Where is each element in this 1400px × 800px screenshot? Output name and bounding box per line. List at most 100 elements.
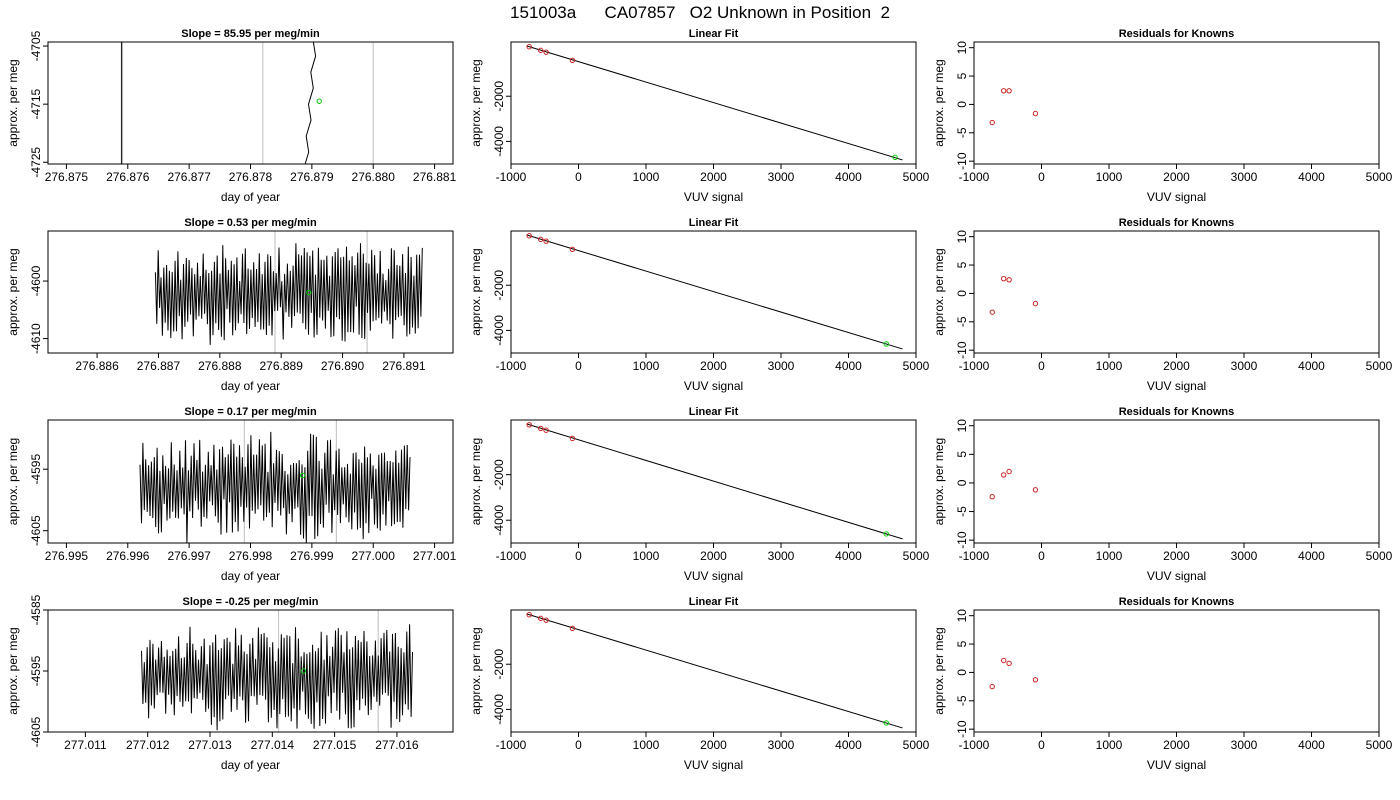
x-tick-label: 5000: [903, 359, 930, 373]
x-tick-label: 0: [1038, 170, 1045, 184]
x-tick-label: 3000: [1231, 549, 1258, 563]
y-tick-label: -4705: [29, 30, 43, 61]
x-tick-label: 277.014: [251, 738, 295, 752]
y-tick-label: -5: [955, 316, 969, 327]
x-tick-label: 3000: [1231, 738, 1258, 752]
known-point: [1032, 487, 1039, 493]
x-tick-label: 4000: [835, 170, 862, 184]
known-point: [989, 493, 995, 500]
x-tick-label: 276.997: [167, 549, 211, 563]
panel-2-1: Linear Fit -1000 0 1000 2000 3000 4000 5000 -200…: [469, 406, 930, 583]
plot-area: [989, 88, 1039, 126]
panel-3-0: Slope = -0.25 per meg/min 277.011 277.012 2…: [6, 594, 454, 772]
x-tick-label: 1000: [1096, 359, 1123, 373]
panel-title: Linear Fit: [689, 217, 739, 229]
x-tick-label: 276.995: [45, 549, 89, 563]
x-axis-label: VUV signal: [684, 190, 743, 204]
y-tick-label: -4600: [29, 265, 43, 296]
figure-title: 151003a CA07857 O2 Unknown in Position 2: [510, 3, 890, 22]
y-tick-label: 0: [955, 290, 969, 297]
x-tick-label: 276.875: [45, 170, 89, 184]
x-tick-label: 276.891: [382, 359, 426, 373]
y-tick-label: -10: [955, 341, 969, 359]
x-tick-label: 1000: [633, 738, 660, 752]
x-tick-label: -1000: [959, 549, 990, 563]
x-tick-label: 5000: [903, 738, 930, 752]
y-tick-label: 10: [955, 230, 969, 244]
known-point: [526, 422, 532, 428]
x-tick-label: 276.880: [352, 170, 396, 184]
x-tick-label: 5000: [903, 549, 930, 563]
x-tick-label: 276.878: [229, 170, 273, 184]
known-point: [1006, 660, 1012, 667]
x-tick-label: 276.999: [290, 549, 334, 563]
x-tick-label: 4000: [835, 549, 862, 563]
x-tick-label: 276.876: [106, 170, 150, 184]
y-axis-label: approx. per meg: [469, 248, 483, 335]
unknown-point: [299, 472, 306, 479]
x-tick-label: 2000: [700, 359, 727, 373]
known-point: [1001, 88, 1007, 94]
x-tick-label: 2000: [700, 549, 727, 563]
panel-title: Slope = -0.25 per meg/min: [182, 596, 318, 608]
panel-0-2: Residuals for Knowns -1000 0 1000 2000 3000 40…: [932, 28, 1393, 204]
y-tick-label: 5: [955, 640, 969, 647]
y-axis-label: approx. per meg: [932, 438, 946, 525]
y-axis-label: approx. per meg: [6, 248, 20, 335]
known-point: [989, 309, 995, 315]
panel-3-1: Linear Fit -1000 0 1000 2000 3000 4000 5000 -200…: [469, 596, 930, 772]
y-tick-label: -10: [955, 720, 969, 738]
y-axis-label: approx. per meg: [932, 248, 946, 335]
x-tick-label: -1000: [496, 359, 527, 373]
unknown-point: [892, 154, 898, 161]
x-tick-label: 0: [575, 549, 582, 563]
y-axis-label: approx. per meg: [6, 627, 20, 714]
x-tick-label: -1000: [496, 170, 527, 184]
plot-frame: [973, 419, 1380, 544]
x-tick-label: 4000: [1298, 549, 1325, 563]
x-tick-label: 4000: [835, 738, 862, 752]
x-tick-label: 4000: [835, 359, 862, 373]
x-axis-label: day of year: [221, 379, 280, 393]
y-tick-label: -5: [955, 127, 969, 138]
y-tick-label: -2000: [492, 270, 506, 301]
panel-0-0: Slope = 85.95 per meg/min 276.875 276.876 2…: [6, 28, 457, 204]
x-tick-label: 0: [575, 738, 582, 752]
unknown-point: [316, 98, 322, 104]
y-tick-label: 10: [955, 609, 969, 623]
known-point: [543, 49, 549, 55]
y-tick-label: 0: [955, 669, 969, 676]
x-tick-label: 277.001: [413, 549, 457, 563]
x-tick-label: 2000: [1163, 170, 1190, 184]
x-tick-label: 276.879: [290, 170, 334, 184]
panel-title: Residuals for Knowns: [1119, 596, 1235, 608]
y-tick-label: 0: [955, 101, 969, 108]
plot-frame: [973, 609, 1380, 733]
known-point: [543, 238, 549, 244]
x-tick-label: 276.887: [137, 359, 181, 373]
y-axis-label: approx. per meg: [932, 59, 946, 146]
plot-area: [139, 420, 411, 543]
y-axis-label: approx. per meg: [6, 438, 20, 525]
y-tick-label: -10: [955, 152, 969, 170]
known-point: [1032, 110, 1039, 117]
y-tick-label: -4610: [29, 323, 43, 354]
x-tick-label: 5000: [1366, 549, 1393, 563]
x-tick-label: 276.881: [413, 170, 457, 184]
x-axis-label: VUV signal: [1147, 190, 1206, 204]
y-axis-label: approx. per meg: [469, 59, 483, 146]
known-point: [526, 44, 532, 50]
y-tick-label: -4725: [29, 147, 43, 178]
y-tick-label: 5: [955, 72, 969, 79]
panel-2-0: Slope = 0.17 per meg/min 276.995 276.996 27…: [6, 406, 457, 583]
x-tick-label: 4000: [1298, 359, 1325, 373]
y-tick-label: -4715: [29, 88, 43, 119]
y-tick-label: -10: [955, 531, 969, 549]
panel-3-2: Residuals for Knowns -1000 0 1000 2000 3000 40…: [932, 596, 1393, 772]
x-tick-label: 276.998: [229, 549, 273, 563]
x-tick-label: 3000: [768, 359, 795, 373]
panel-0-1: Linear Fit -1000 0 1000 2000 3000 4000 5000 -200…: [469, 28, 930, 204]
x-tick-label: -1000: [959, 359, 990, 373]
x-axis-label: VUV signal: [684, 758, 743, 772]
known-point: [1001, 275, 1007, 282]
